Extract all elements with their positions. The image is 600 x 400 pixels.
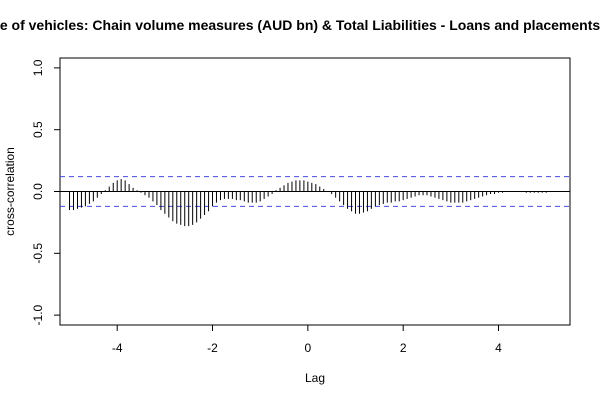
y-tick-label: 1.0 [31, 59, 45, 76]
x-tick-label: 0 [305, 341, 312, 355]
y-tick-label: 0.0 [31, 183, 45, 200]
y-axis: -1.0 -0.5 0.0 0.5 1.0 [31, 59, 60, 325]
y-tick-label: -1.0 [31, 304, 45, 325]
x-tick-label: 4 [495, 341, 502, 355]
x-axis: -4 -2 0 2 4 [112, 325, 502, 355]
y-axis-label: cross-correlation [3, 147, 17, 236]
x-tick-label: -2 [207, 341, 218, 355]
x-tick-label: -4 [112, 341, 123, 355]
y-tick-label: -0.5 [31, 243, 45, 264]
ccf-bars [69, 179, 547, 227]
chart-title: e of vehicles: Chain volume measures (AU… [0, 17, 600, 33]
y-tick-label: 0.5 [31, 121, 45, 138]
x-tick-label: 2 [400, 341, 407, 355]
x-axis-label: Lag [305, 371, 325, 385]
